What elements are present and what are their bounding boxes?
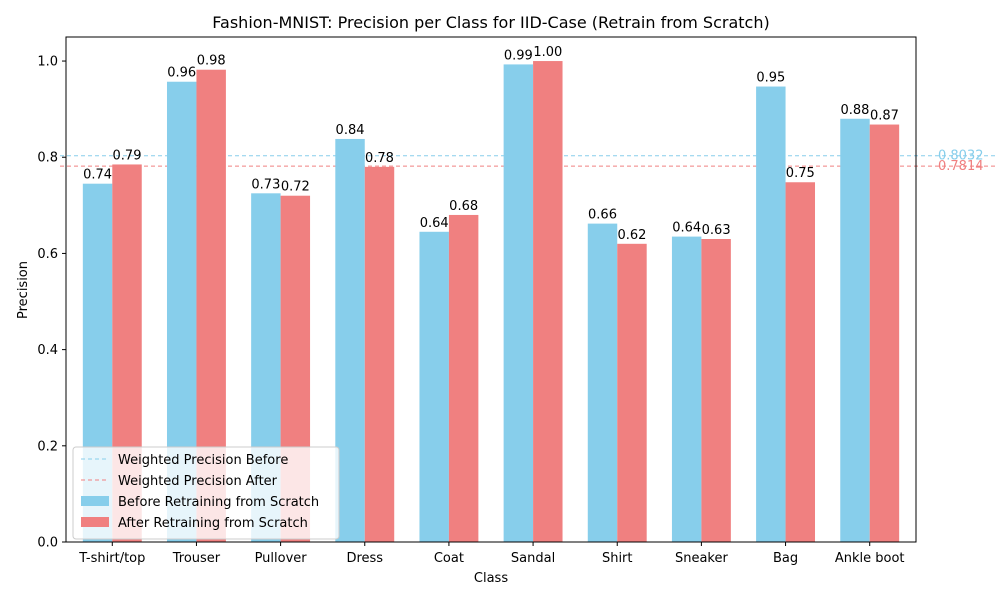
reference-line-label-1: 0.7814	[938, 159, 984, 174]
bar-label-1-4: 0.68	[449, 199, 478, 214]
x-tick-label-8: Bag	[773, 551, 798, 566]
bar-0-6	[587, 223, 618, 542]
bar-label-0-1: 0.96	[167, 66, 196, 81]
x-tick-label-5: Sandal	[511, 551, 555, 566]
bar-1-6	[617, 243, 647, 543]
x-tick-label-0: T-shirt/top	[78, 551, 145, 566]
bar-label-1-9: 0.87	[870, 109, 899, 124]
bar-label-0-4: 0.64	[420, 216, 449, 231]
x-tick-label-1: Trouser	[172, 551, 221, 566]
bar-1-7	[701, 239, 731, 542]
x-tick-label-2: Pullover	[255, 551, 308, 566]
legend-swatch-2	[81, 496, 109, 506]
legend-label-1: Weighted Precision After	[118, 474, 278, 489]
x-tick-label-6: Shirt	[602, 551, 633, 566]
bar-1-4	[448, 214, 479, 542]
x-axis-ticks: T-shirt/top Trouser Pullover Dress Coat Sanda…	[78, 542, 905, 566]
bar-label-0-8: 0.95	[756, 71, 785, 86]
x-tick-label-9: Ankle boot	[835, 551, 905, 566]
plot-frame	[65, 36, 917, 543]
bar-1-5	[533, 61, 563, 543]
bar-0-7	[671, 236, 702, 542]
legend-label-0: Weighted Precision Before	[118, 453, 288, 468]
x-tick-label-3: Dress	[346, 551, 383, 566]
bar-0-9	[840, 118, 870, 542]
bar-1-8	[785, 182, 816, 542]
y-tick-label-0: 0.0	[37, 536, 58, 551]
y-tick-label-4: 0.8	[37, 151, 58, 166]
bar-label-1-6: 0.62	[617, 228, 646, 243]
chart-title: Fashion-MNIST: Precision per Class for I…	[212, 13, 769, 32]
y-axis-label: Precision	[16, 261, 31, 319]
bar-label-1-7: 0.63	[702, 223, 731, 238]
x-tick-label-4: Coat	[434, 551, 464, 566]
bar-0-8	[756, 86, 786, 543]
legend: Weighted Precision Before Weighted Precis…	[72, 446, 340, 540]
legend-box	[72, 446, 340, 540]
bar-label-1-8: 0.75	[786, 166, 815, 181]
y-tick-label-2: 0.4	[37, 343, 58, 358]
bar-value-labels: 0.74 0.96 0.73 0.84 0.64 0.99 0.66 0.64 0.95 0.88…	[83, 45, 899, 243]
x-axis-label: Class	[474, 571, 508, 586]
bar-0-3	[335, 138, 365, 542]
bar-label-1-3: 0.78	[365, 151, 394, 166]
bar-label-0-3: 0.84	[336, 123, 365, 138]
bar-label-0-6: 0.66	[588, 208, 617, 223]
bar-label-0-0: 0.74	[83, 168, 112, 183]
legend-label-3: After Retraining from Scratch	[118, 516, 308, 531]
y-tick-label-1: 0.2	[37, 439, 58, 454]
bar-1-9	[869, 124, 900, 543]
legend-swatch-3	[81, 517, 109, 527]
bar-label-0-2: 0.73	[251, 177, 280, 192]
bar-label-1-5: 1.00	[533, 45, 562, 60]
legend-label-2: Before Retraining from Scratch	[118, 495, 319, 510]
bar-1-3	[364, 166, 395, 542]
bar-label-1-1: 0.98	[197, 54, 226, 69]
bar-label-0-7: 0.64	[672, 221, 701, 236]
bar-label-0-5: 0.99	[504, 48, 533, 63]
bar-0-4	[419, 231, 449, 543]
reference-line-label-0: 0.8032	[938, 149, 984, 164]
bar-label-1-0: 0.79	[113, 148, 142, 163]
y-tick-label-3: 0.6	[37, 247, 58, 262]
bar-label-1-2: 0.72	[281, 180, 310, 195]
bar-0-5	[503, 64, 534, 543]
x-tick-label-7: Sneaker	[675, 551, 729, 566]
bar-label-0-9: 0.88	[841, 103, 870, 118]
y-tick-label-5: 1.0	[37, 55, 58, 70]
y-axis-ticks: 0.0 0.2 0.4 0.6 0.8 1.0	[37, 55, 66, 551]
